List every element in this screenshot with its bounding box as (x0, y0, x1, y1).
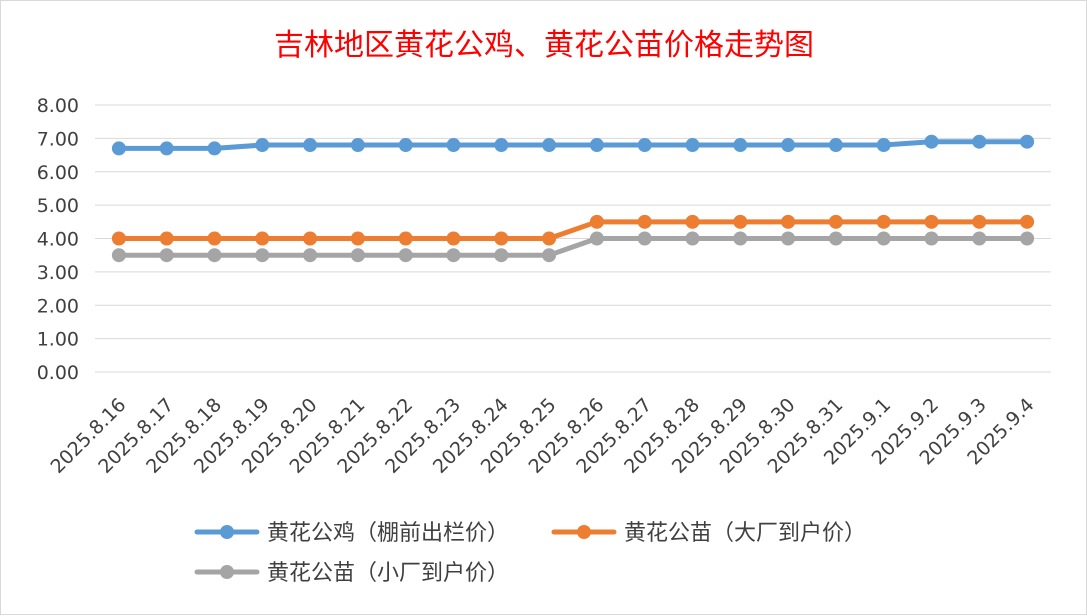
data-point (1020, 231, 1035, 246)
data-point (111, 141, 126, 156)
data-point (924, 134, 939, 149)
data-point (733, 138, 748, 153)
y-tick-label: 7.00 (37, 128, 79, 150)
data-point (781, 214, 796, 229)
data-point (972, 214, 987, 229)
data-point (733, 214, 748, 229)
y-tick-label: 1.00 (37, 329, 79, 351)
data-point (494, 231, 509, 246)
y-tick-label: 6.00 (37, 162, 79, 184)
data-point (159, 141, 174, 156)
legend-item: 黄花公苗（大厂到户价） (551, 521, 866, 546)
data-point (255, 231, 270, 246)
data-point (637, 214, 652, 229)
data-point (876, 231, 891, 246)
y-tick-label: 5.00 (37, 195, 79, 217)
data-point (685, 138, 700, 153)
legend-label: 黄花公苗（大厂到户价） (624, 521, 866, 546)
data-point (733, 231, 748, 246)
data-point (924, 231, 939, 246)
data-point (972, 231, 987, 246)
data-point (589, 138, 604, 153)
data-point (494, 138, 509, 153)
legend: 黄花公鸡（棚前出栏价） 黄花公苗（大厂到户价） 黄花公苗（小厂到户价） (194, 521, 866, 586)
legend-item: 黄花公鸡（棚前出栏价） (194, 521, 509, 546)
data-point (350, 231, 365, 246)
data-point (398, 138, 413, 153)
data-point (1020, 134, 1035, 149)
data-point (542, 248, 557, 263)
data-point (781, 231, 796, 246)
data-point (303, 248, 318, 263)
data-point (446, 248, 461, 263)
data-point (685, 231, 700, 246)
series-layer (111, 134, 1035, 263)
legend-label: 黄花公苗（小厂到户价） (267, 561, 509, 586)
series-line (116, 236, 1030, 258)
series-2 (111, 214, 1035, 246)
legend-swatch-marker (577, 525, 591, 539)
data-point (111, 231, 126, 246)
data-point (1020, 214, 1035, 229)
data-point (494, 248, 509, 263)
data-point (542, 231, 557, 246)
data-point (398, 231, 413, 246)
data-point (207, 248, 222, 263)
data-point (589, 231, 604, 246)
y-tick-label: 0.00 (37, 362, 79, 384)
x-axis-ticks: 2025.8.162025.8.172025.8.182025.8.192025… (46, 394, 1038, 478)
legend-swatch-marker (220, 565, 234, 579)
data-point (637, 138, 652, 153)
y-tick-label: 3.00 (37, 262, 79, 284)
data-point (111, 248, 126, 263)
data-point (637, 231, 652, 246)
data-point (446, 231, 461, 246)
y-tick-label: 2.00 (37, 295, 79, 317)
series-line (116, 219, 1030, 241)
data-point (685, 214, 700, 229)
data-point (255, 248, 270, 263)
data-point (828, 231, 843, 246)
data-point (255, 138, 270, 153)
chart-title: 吉林地区黄花公鸡、黄花公苗价格走势图 (274, 28, 814, 63)
data-point (207, 231, 222, 246)
series-line (116, 139, 1030, 151)
data-point (446, 138, 461, 153)
data-point (542, 138, 557, 153)
data-point (828, 214, 843, 229)
data-point (159, 248, 174, 263)
data-point (350, 248, 365, 263)
y-tick-label: 4.00 (37, 229, 79, 251)
y-axis-ticks: 0.00 1.00 2.00 3.00 4.00 5.00 6.00 7.00 8.00 (37, 95, 79, 384)
data-point (398, 248, 413, 263)
data-point (303, 231, 318, 246)
data-point (876, 214, 891, 229)
data-point (876, 138, 891, 153)
series-3 (111, 231, 1035, 263)
series-1 (111, 134, 1035, 156)
legend-swatch-marker (220, 525, 234, 539)
data-point (303, 138, 318, 153)
data-point (828, 138, 843, 153)
data-point (207, 141, 222, 156)
data-point (924, 214, 939, 229)
data-point (350, 138, 365, 153)
data-point (159, 231, 174, 246)
y-tick-label: 8.00 (37, 95, 79, 117)
data-point (589, 214, 604, 229)
data-point (972, 134, 987, 149)
legend-item: 黄花公苗（小厂到户价） (194, 561, 509, 586)
legend-label: 黄花公鸡（棚前出栏价） (267, 521, 509, 546)
data-point (781, 138, 796, 153)
